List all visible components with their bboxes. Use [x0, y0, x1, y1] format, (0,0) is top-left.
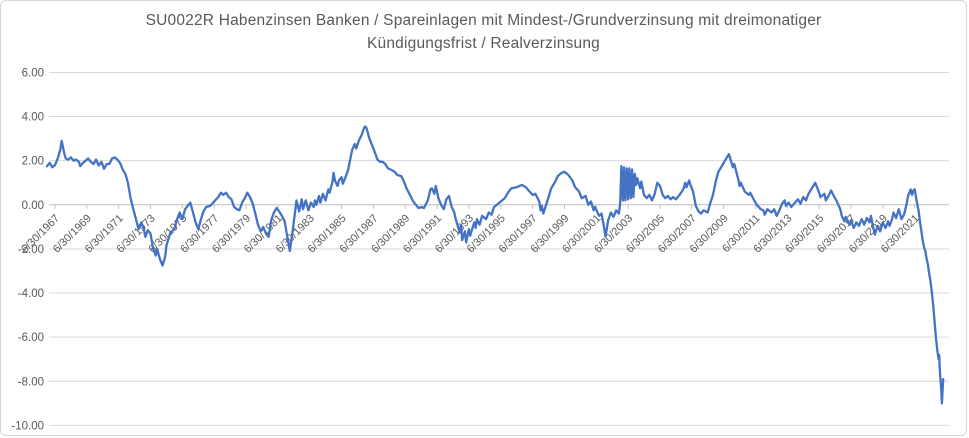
y-tick-label: -8.00: [18, 376, 44, 388]
y-tick-label: 4.00: [22, 112, 44, 124]
data-line-realverzinsung[interactable]: [45, 125, 945, 405]
y-tick-label: 6.00: [22, 67, 44, 79]
chart-title: SU0022R Habenzinsen Banken / Spareinlage…: [1, 9, 966, 55]
y-tick-label: -4.00: [18, 288, 44, 300]
x-axis-group: 6/30/19676/30/19696/30/19716/30/19736/30…: [19, 204, 922, 256]
y-tick-label: -10.00: [11, 420, 44, 432]
y-tick-label: 0.00: [22, 200, 44, 212]
y-tick-label: 2.00: [22, 156, 44, 168]
y-tick-label: -6.00: [18, 332, 44, 344]
chart-title-line-2: Kündigungsfrist / Realverzinsung: [367, 35, 600, 52]
y-tick-label: -2.00: [18, 244, 44, 256]
y-axis-labels-group: 6.00 4.00 2.00 0.00 -2.00 -4.00 -6.00 -8.00 -10.…: [11, 67, 44, 432]
series-group: [45, 125, 945, 405]
gridlines-group: [49, 71, 949, 426]
chart-title-line-1: SU0022R Habenzinsen Banken / Spareinlage…: [145, 12, 822, 29]
